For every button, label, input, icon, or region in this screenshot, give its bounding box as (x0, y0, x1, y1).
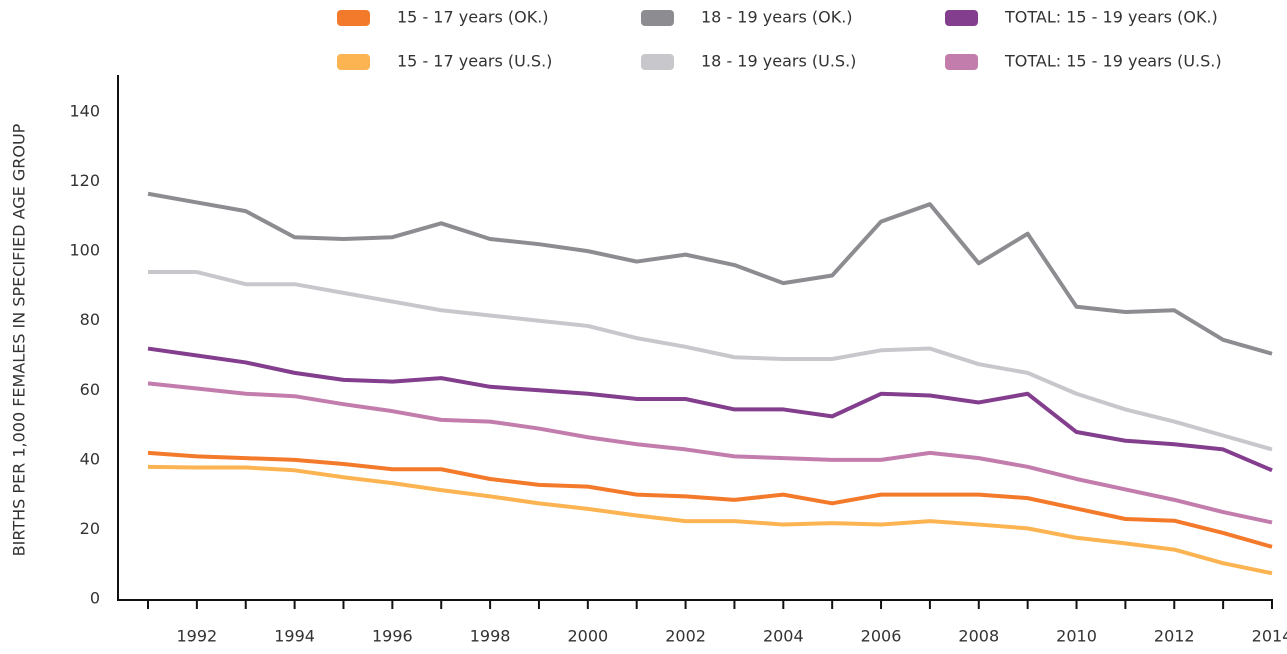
legend-label: TOTAL: 15 - 19 years (OK.) (1004, 8, 1218, 27)
y-tick-label: 80 (80, 310, 100, 329)
x-tick-label: 1996 (372, 627, 413, 646)
legend-swatch (337, 10, 370, 26)
legend-swatch (337, 54, 370, 70)
series-line (148, 270, 1273, 452)
x-tick-label: 1994 (274, 627, 315, 646)
legend-label: TOTAL: 15 - 19 years (U.S.) (1004, 52, 1222, 71)
x-tick-label: 2000 (567, 627, 608, 646)
legend-label: 18 - 19 years (U.S.) (701, 52, 856, 71)
legend-swatch (641, 10, 674, 26)
legend-label: 18 - 19 years (OK.) (701, 8, 853, 27)
series-line (147, 381, 1273, 525)
x-tick-label: 2008 (958, 627, 999, 646)
y-tick-label: 140 (69, 102, 100, 121)
x-tick-label: 1998 (470, 627, 511, 646)
legend-label: 15 - 17 years (OK.) (397, 8, 549, 27)
series-line (147, 191, 1273, 356)
y-tick-label: 60 (80, 380, 100, 399)
series-line (147, 450, 1273, 549)
series-line (147, 346, 1273, 473)
x-tick-label: 2006 (861, 627, 902, 646)
x-tick-label: 2012 (1154, 627, 1195, 646)
y-tick-label: 120 (69, 171, 100, 190)
x-tick-label: 1992 (177, 627, 218, 646)
legend-swatch (945, 10, 978, 26)
y-tick-label: 40 (80, 449, 100, 468)
series-line (147, 464, 1273, 576)
legend-swatch (945, 54, 978, 70)
legend-label: 15 - 17 years (U.S.) (397, 52, 552, 71)
y-tick-label: 20 (80, 519, 100, 538)
legend-swatch (641, 54, 674, 70)
y-axis-label: BIRTHS PER 1,000 FEMALES IN SPECIFIED AG… (10, 123, 29, 556)
y-tick-label: 0 (90, 589, 100, 608)
x-tick-label: 2010 (1056, 627, 1097, 646)
y-tick-label: 100 (69, 241, 100, 260)
x-tick-label: 2002 (665, 627, 706, 646)
x-tick-label: 2004 (763, 627, 804, 646)
